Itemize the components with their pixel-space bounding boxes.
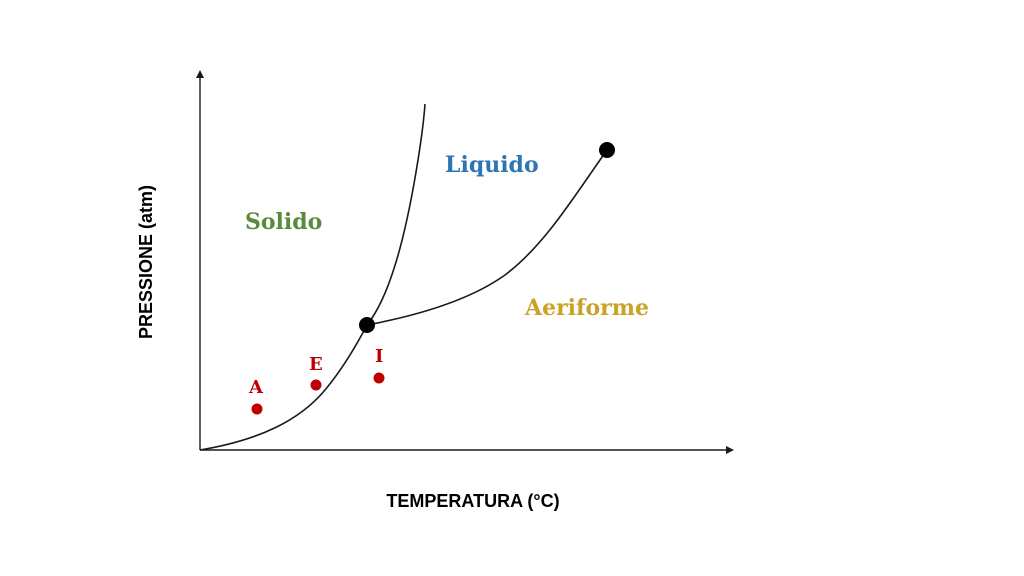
point-a-label: A (248, 377, 264, 398)
triple-point-marker (359, 317, 375, 333)
region-label-solid: Solido (245, 209, 322, 235)
region-label-gas: Aeriforme (524, 295, 649, 321)
point-e-marker (310, 379, 322, 391)
x-axis-title: TEMPERATURA (°C) (386, 491, 559, 511)
point-a-marker (251, 403, 263, 415)
vaporization-curve (366, 149, 608, 326)
region-label-liquid: Liquido (445, 152, 539, 178)
point-e-label: E (309, 354, 323, 375)
point-i-marker (373, 372, 385, 384)
point-i-label: I (375, 346, 383, 367)
y-axis-title: PRESSIONE (atm) (136, 185, 156, 339)
critical-point-marker (599, 142, 615, 158)
fusion-curve (366, 103, 426, 326)
sublimation-curve (199, 324, 368, 451)
